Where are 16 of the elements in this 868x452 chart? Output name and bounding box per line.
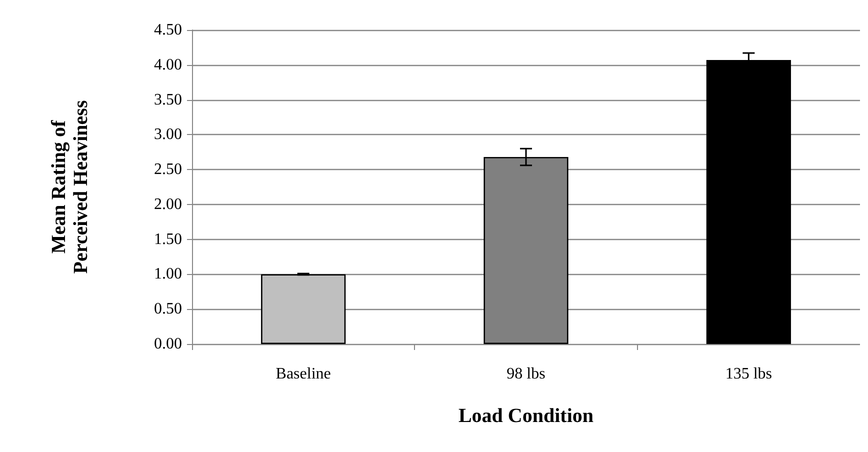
y-tick-label: 2.00 <box>154 196 182 213</box>
x-tick-label: 135 lbs <box>725 366 772 382</box>
x-tick-label: 98 lbs <box>506 366 546 382</box>
y-tick-label: 4.50 <box>154 22 182 38</box>
y-tick-label: 2.50 <box>154 161 182 178</box>
y-tick-label: 3.00 <box>154 126 182 144</box>
y-tick-label: 0.50 <box>154 300 182 318</box>
y-tick-label: 1.00 <box>154 266 182 283</box>
y-tick-label: 0.00 <box>154 336 182 352</box>
x-tick-label: Baseline <box>276 366 331 382</box>
bar <box>261 274 346 344</box>
y-tick-label: 3.50 <box>154 91 182 108</box>
x-axis-title: Load Condition <box>458 405 594 427</box>
y-tick-label: 4.00 <box>154 56 182 74</box>
y-tick-label: 1.50 <box>154 230 182 248</box>
y-axis-title: Mean Rating of Perceived Heaviness <box>48 100 92 274</box>
